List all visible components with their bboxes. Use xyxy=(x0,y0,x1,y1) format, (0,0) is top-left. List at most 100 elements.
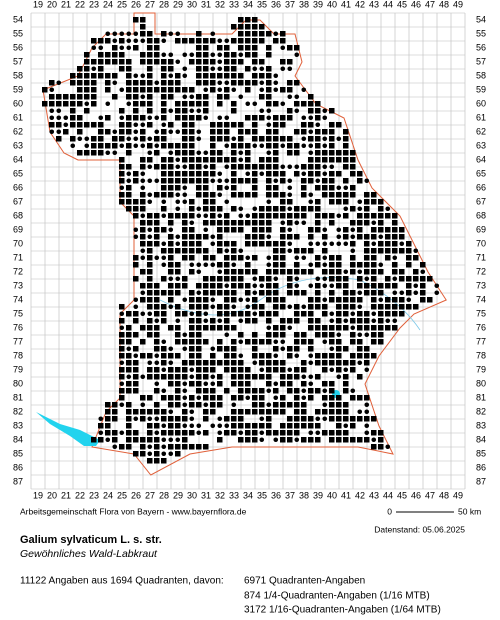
record-square xyxy=(168,402,174,408)
record-square xyxy=(301,423,307,429)
record-square xyxy=(154,87,160,93)
record-square xyxy=(140,17,146,23)
record-dot xyxy=(336,241,342,247)
x-label: 41 xyxy=(341,490,351,500)
record-dot xyxy=(189,52,195,58)
record-square xyxy=(329,416,335,422)
record-square xyxy=(203,206,209,212)
record-square xyxy=(280,360,286,366)
record-square xyxy=(133,178,139,184)
y-label: 60 xyxy=(476,98,486,108)
record-dot xyxy=(287,241,293,247)
record-dot xyxy=(231,304,237,310)
record-dot xyxy=(287,304,293,310)
record-dot xyxy=(147,115,153,121)
y-label: 58 xyxy=(13,70,23,80)
record-square xyxy=(245,150,251,156)
record-square xyxy=(252,437,258,443)
y-label: 74 xyxy=(476,294,486,304)
record-square xyxy=(133,206,139,212)
record-square xyxy=(273,129,279,135)
y-label: 84 xyxy=(13,434,23,444)
record-square xyxy=(378,227,384,233)
record-square xyxy=(210,206,216,212)
record-square xyxy=(231,59,237,65)
record-square xyxy=(126,311,132,317)
record-square xyxy=(364,241,370,247)
record-dot xyxy=(196,206,202,212)
record-dot xyxy=(294,220,300,226)
record-square xyxy=(182,108,188,114)
record-square xyxy=(140,136,146,142)
record-dot xyxy=(154,381,160,387)
record-dot xyxy=(133,122,139,128)
record-square xyxy=(315,129,321,135)
record-square xyxy=(175,87,181,93)
record-square xyxy=(336,423,342,429)
record-dot xyxy=(203,150,209,156)
record-square xyxy=(133,101,139,107)
record-square xyxy=(119,129,125,135)
record-square xyxy=(350,192,356,198)
record-square xyxy=(168,262,174,268)
record-dot xyxy=(49,108,55,114)
record-square xyxy=(196,353,202,359)
record-dot xyxy=(175,199,181,205)
record-dot xyxy=(126,38,132,44)
record-square xyxy=(231,290,237,296)
record-dot xyxy=(182,192,188,198)
record-square xyxy=(161,206,167,212)
record-square xyxy=(266,269,272,275)
record-square xyxy=(280,87,286,93)
record-square xyxy=(231,360,237,366)
record-square xyxy=(147,31,153,37)
record-dot xyxy=(273,31,279,37)
x-label: 28 xyxy=(159,0,169,9)
record-dot xyxy=(182,297,188,303)
record-square xyxy=(105,87,111,93)
record-square xyxy=(140,297,146,303)
record-square xyxy=(119,374,125,380)
x-label: 26 xyxy=(131,0,141,9)
record-dot xyxy=(70,143,76,149)
record-square xyxy=(245,157,251,163)
record-square xyxy=(147,38,153,44)
record-square xyxy=(210,360,216,366)
record-dot xyxy=(182,164,188,170)
record-square xyxy=(266,136,272,142)
record-square xyxy=(350,395,356,401)
record-square xyxy=(357,262,363,268)
record-square xyxy=(294,262,300,268)
record-square xyxy=(196,297,202,303)
record-square xyxy=(238,381,244,387)
record-square xyxy=(119,346,125,352)
record-square xyxy=(91,73,97,79)
y-label: 68 xyxy=(476,210,486,220)
record-square xyxy=(147,437,153,443)
record-dot xyxy=(252,311,258,317)
record-square xyxy=(182,87,188,93)
x-label: 27 xyxy=(145,0,155,9)
record-square xyxy=(189,59,195,65)
record-square xyxy=(168,430,174,436)
record-square xyxy=(196,248,202,254)
record-square xyxy=(168,143,174,149)
record-square xyxy=(287,143,293,149)
record-square xyxy=(147,52,153,58)
record-square xyxy=(308,171,314,177)
record-square xyxy=(392,325,398,331)
record-square xyxy=(56,136,62,142)
record-square xyxy=(154,283,160,289)
record-dot xyxy=(217,416,223,422)
record-square xyxy=(182,437,188,443)
record-square xyxy=(189,241,195,247)
record-dot xyxy=(322,262,328,268)
record-square xyxy=(329,122,335,128)
record-dot xyxy=(98,416,104,422)
record-square xyxy=(357,395,363,401)
record-square xyxy=(105,423,111,429)
record-square xyxy=(350,241,356,247)
record-square xyxy=(273,213,279,219)
record-square xyxy=(301,290,307,296)
x-label: 20 xyxy=(47,0,57,9)
